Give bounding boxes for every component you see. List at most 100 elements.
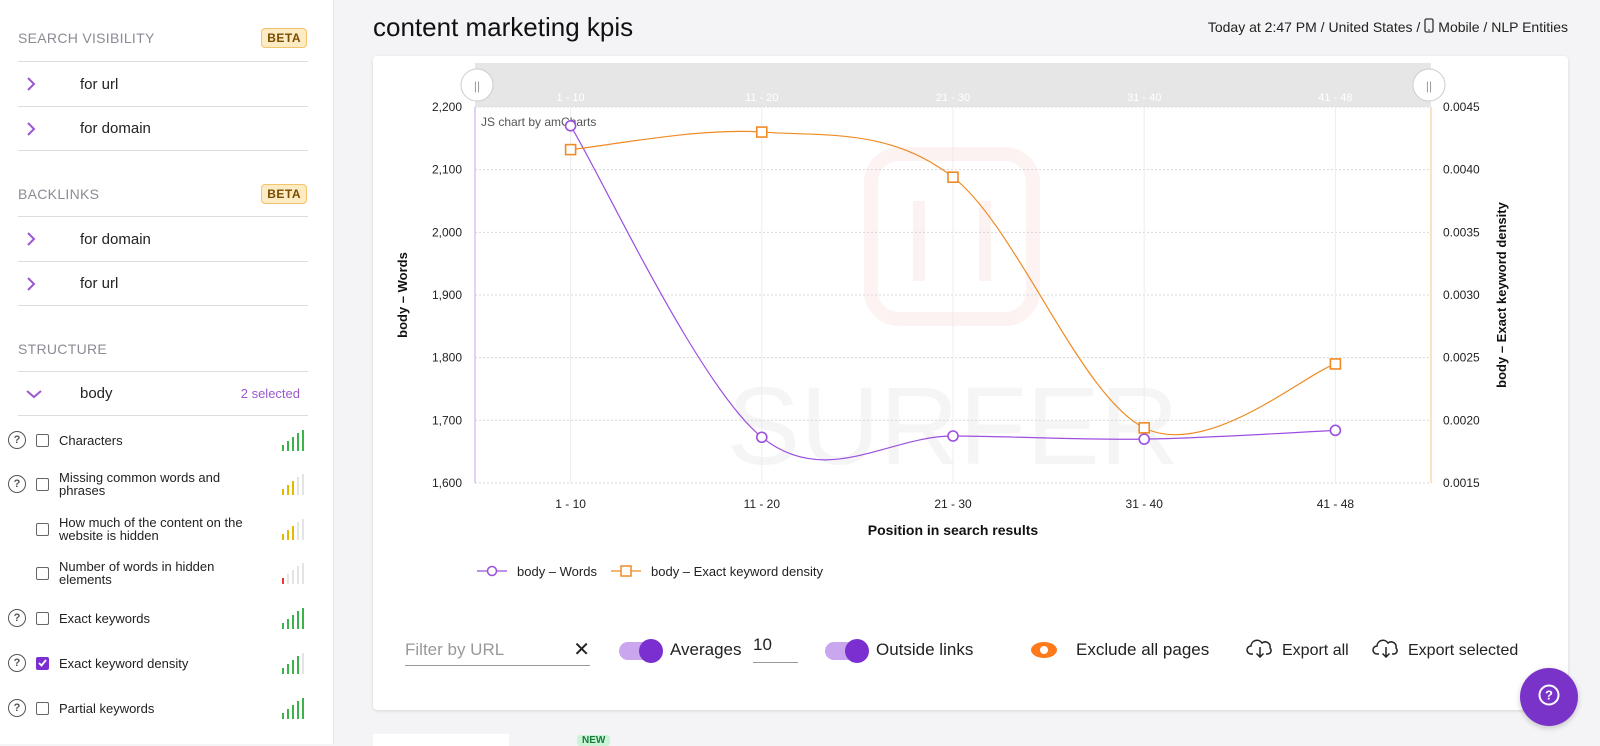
y-right-tick-label: 0.0020 (1443, 413, 1480, 427)
words-point[interactable] (564, 120, 577, 132)
search-visibility-title: SEARCH VISIBILITY (18, 30, 155, 46)
svg-text:?: ? (1545, 687, 1553, 702)
chevron-right-icon (18, 121, 80, 136)
signal-bars-icon (282, 562, 304, 584)
density-point[interactable] (755, 126, 768, 138)
metric-checkbox[interactable] (36, 477, 49, 491)
averages-toggle[interactable] (619, 639, 663, 663)
outside-links-toggle[interactable] (825, 639, 869, 663)
chevron-right-icon (18, 276, 80, 291)
scroller-label: 11 - 20 (745, 92, 778, 104)
metric-label: How much of the content on the website i… (59, 515, 243, 543)
metric-label: Characters (59, 432, 123, 448)
exclude-all-label[interactable]: Exclude all pages (1076, 640, 1210, 659)
svg-text:||: || (1426, 79, 1432, 93)
metric-checkbox[interactable] (36, 522, 49, 536)
metric-label: Number of words in hidden elements (59, 559, 215, 587)
sidebar: SEARCH VISIBILITY BETA for url for domai… (0, 0, 334, 744)
metric-label: Missing common words and phrases (59, 470, 221, 498)
legend-label: body – Exact keyword density (651, 564, 823, 579)
tab-strip[interactable] (373, 734, 509, 746)
metric-row[interactable]: Number of words in hidden elements (8, 553, 304, 593)
surfer-watermark-icon (864, 147, 1040, 326)
y-left-tick-label: 1,700 (432, 413, 462, 427)
y-left-tick-label: 1,800 (432, 351, 462, 365)
words-point[interactable] (755, 431, 768, 444)
density-point[interactable] (947, 171, 959, 183)
backlinks-title: BACKLINKS (18, 186, 100, 202)
nav-search-url[interactable]: for url (18, 61, 308, 106)
y-right-tick-label: 0.0040 (1443, 163, 1480, 177)
metric-checkbox[interactable] (36, 433, 49, 447)
words-point[interactable] (947, 430, 959, 442)
scroller-label: 31 - 40 (1127, 92, 1161, 104)
search-visibility-header: SEARCH VISIBILITY BETA (18, 26, 307, 50)
density-point[interactable] (1138, 422, 1151, 434)
nav-backlinks-url[interactable]: for url (18, 261, 308, 306)
export-all-button[interactable]: Export all (1246, 638, 1349, 663)
chevron-down-icon (18, 389, 80, 399)
y-left-tick-label: 2,000 (432, 225, 462, 239)
export-selected-button[interactable]: Export selected (1372, 638, 1518, 663)
y-left-tick-label: 2,200 (432, 100, 462, 114)
help-icon[interactable]: ? (8, 609, 26, 627)
scroll-handle-right[interactable] (1412, 68, 1446, 102)
chart-credit[interactable]: JS chart by amCharts (481, 115, 596, 129)
metric-checkbox[interactable] (36, 566, 49, 580)
metric-row[interactable]: ? Partial keywords (8, 688, 304, 728)
density-point[interactable] (564, 143, 577, 156)
help-icon[interactable]: ? (8, 431, 26, 449)
y-axis-left-title: body – Words (395, 252, 410, 338)
help-icon[interactable]: ? (8, 654, 26, 672)
help-icon[interactable]: ? (8, 475, 26, 493)
chart-scrollbar[interactable] (475, 63, 1431, 107)
legend-item-density[interactable]: body – Exact keyword density (611, 564, 823, 579)
filter-url-input[interactable] (405, 639, 555, 660)
averages-input[interactable]: 10 (753, 635, 798, 663)
clear-filter-icon[interactable]: ✕ (573, 639, 590, 661)
nav-label: for url (80, 275, 119, 292)
chart-card: 1 - 10 11 - 20 21 - 30 31 - 40 41 - 48 || ||… (373, 56, 1568, 710)
signal-bars-icon (282, 429, 304, 451)
x-axis-title: Position in search results (868, 522, 1039, 538)
eye-icon[interactable] (1031, 642, 1057, 658)
filter-url-field: ✕ (405, 634, 590, 666)
x-tick-label: 41 - 48 (1317, 497, 1355, 511)
nav-search-domain[interactable]: for domain (18, 106, 308, 151)
metric-row[interactable]: ? Exact keywords (8, 598, 304, 638)
meta-date-location: Today at 2:47 PM / United States / (1207, 19, 1421, 35)
x-tick-label: 11 - 20 (744, 497, 781, 511)
beta-badge: BETA (261, 184, 307, 204)
legend-item-words[interactable]: body – Words (477, 564, 597, 579)
words-point[interactable] (1138, 433, 1151, 445)
words-point[interactable] (1329, 424, 1342, 437)
density-point[interactable] (1329, 358, 1342, 370)
help-icon[interactable]: ? (8, 699, 26, 717)
scroller-label: 1 - 10 (557, 92, 585, 104)
metric-checkbox[interactable] (36, 701, 49, 715)
cloud-download-icon (1372, 638, 1400, 663)
structure-title: STRUCTURE (18, 341, 108, 357)
y-right-tick-label: 0.0045 (1443, 100, 1480, 114)
metric-checkbox[interactable] (36, 656, 49, 670)
nav-backlinks-domain[interactable]: for domain (18, 216, 308, 261)
y-axis-right-title: body – Exact keyword density (1494, 201, 1509, 387)
metric-row[interactable]: ? Exact keyword density (8, 643, 304, 683)
help-chat-button[interactable]: ? (1520, 668, 1578, 726)
metric-checkbox[interactable] (36, 611, 49, 625)
scroll-handle-left[interactable] (460, 68, 494, 102)
signal-bars-icon (282, 518, 304, 540)
series-line-density (570, 130, 1336, 436)
metric-row[interactable]: How much of the content on the website i… (8, 509, 304, 549)
metric-row[interactable]: ? Characters (8, 420, 304, 460)
nav-label: for domain (80, 120, 151, 137)
chart: 1 - 10 11 - 20 21 - 30 31 - 40 41 - 48 || ||… (395, 63, 1509, 579)
structure-header: STRUCTURE (18, 337, 307, 361)
nav-structure-body[interactable]: body 2 selected (18, 371, 308, 416)
y-right-tick-label: 0.0030 (1443, 288, 1480, 302)
averages-label: Averages (670, 640, 742, 659)
signal-bars-icon (282, 697, 304, 719)
outside-links-label: Outside links (876, 640, 974, 659)
export-all-label: Export all (1282, 641, 1349, 659)
metric-row[interactable]: ? Missing common words and phrases (8, 464, 304, 504)
